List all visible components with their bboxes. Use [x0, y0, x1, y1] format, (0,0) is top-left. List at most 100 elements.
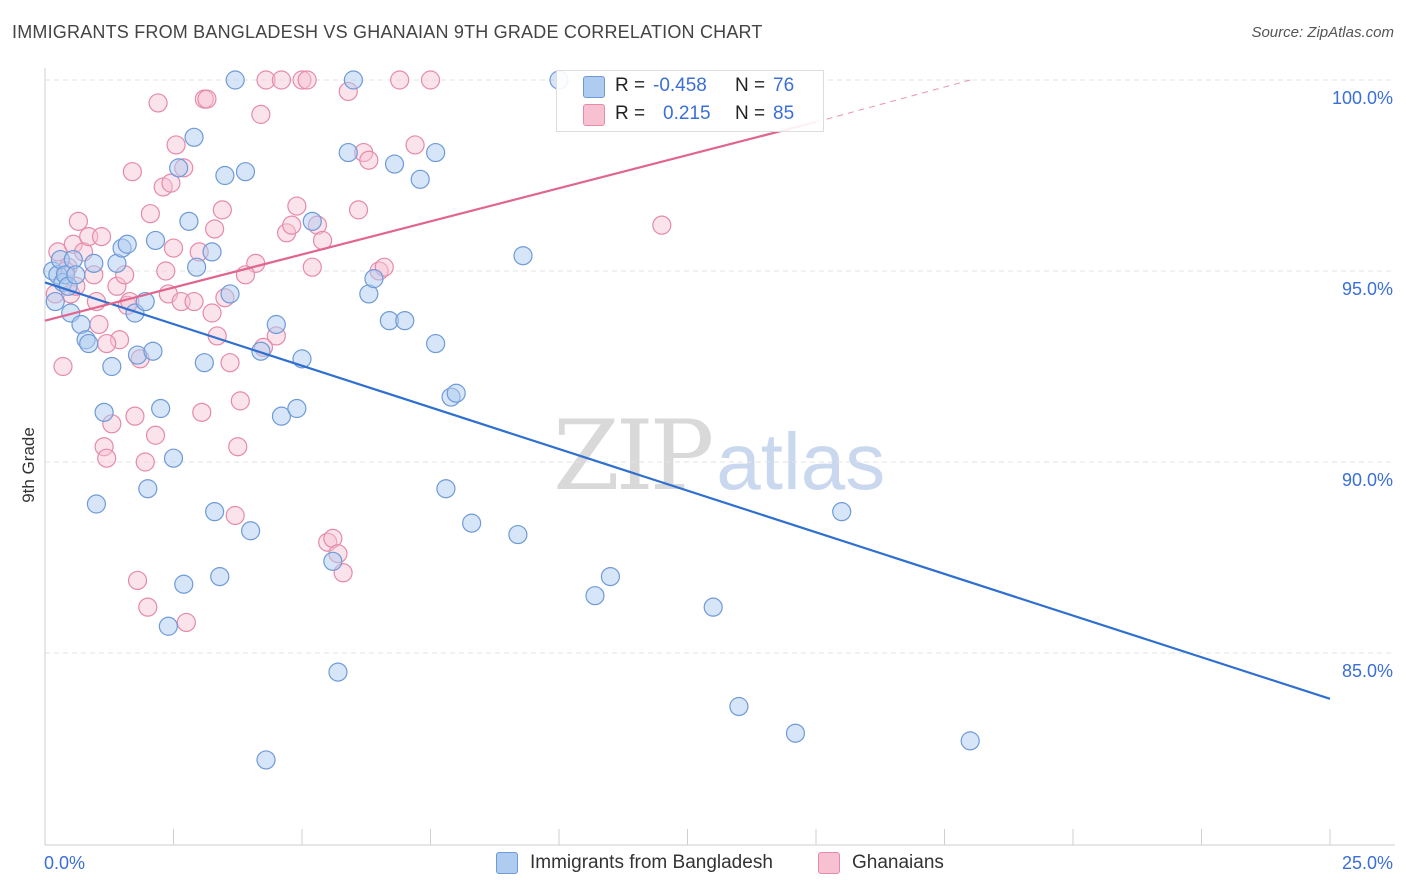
ghanaians-point: [256, 70, 276, 90]
ghanaians-point: [138, 597, 158, 617]
ghanaians-point: [420, 70, 441, 90]
x-tick-label-min: 0.0%: [44, 853, 85, 873]
legend-n-label-1: N =: [735, 75, 766, 96]
bangladesh-point: [79, 333, 99, 354]
ghanaians-point: [359, 150, 379, 170]
ghanaians-point: [282, 215, 302, 235]
bangladesh-point: [117, 234, 137, 254]
axes: [44, 68, 1395, 846]
ghanaians-point: [166, 135, 186, 155]
legend-r-label-1: R =: [615, 75, 646, 96]
bangladesh-swatch: [496, 852, 518, 874]
bangladesh-point: [508, 524, 528, 545]
bangladesh-point: [323, 551, 343, 571]
bangladesh-point: [220, 284, 240, 304]
bangladesh-point: [462, 513, 482, 533]
bangladesh-point: [163, 448, 184, 468]
bangladesh-point: [585, 586, 605, 606]
y-axis-label: 9th Grade: [19, 427, 38, 503]
bangladesh-point: [271, 406, 292, 426]
bangladesh-point: [513, 246, 533, 266]
ghanaians-point: [405, 135, 425, 155]
bangladesh-point: [158, 616, 178, 636]
bangladesh-trend-line: [44, 281, 1331, 700]
ghanaians-point: [109, 330, 130, 350]
ghanaians-point: [302, 257, 322, 277]
bangladesh-point: [600, 566, 621, 587]
source-credit: Source: ZipAtlas.com: [1251, 24, 1394, 41]
y-tick-label: 100.0%: [1332, 88, 1393, 108]
ghanaians-point: [323, 528, 343, 549]
ghanaians-point: [91, 227, 112, 247]
ghanaians-point: [68, 211, 89, 231]
ghanaians-point: [176, 612, 196, 633]
bangladesh-point: [169, 158, 189, 178]
ghanaians-label: Ghanaians: [852, 852, 944, 873]
bangladesh-point: [194, 353, 214, 373]
ghanaians-trend-extension: [815, 79, 971, 123]
ghanaians-point: [297, 70, 317, 90]
legend-n-label-2: N =: [735, 103, 766, 124]
ghanaians-point: [156, 261, 176, 281]
ghanaians-point: [652, 215, 672, 235]
ghanaians-point: [161, 173, 181, 193]
bangladesh-label: Immigrants from Bangladesh: [530, 852, 773, 873]
ghanaians-point: [125, 406, 145, 426]
bangladesh-point: [215, 165, 235, 186]
bangladesh-point: [225, 70, 245, 90]
ghanaians-point: [212, 200, 232, 220]
ghanaians-point: [53, 356, 73, 377]
ghanaians-point: [251, 104, 271, 124]
ghanaians-point: [230, 391, 250, 411]
bangladesh-point: [703, 597, 723, 617]
bangladesh-point: [86, 494, 107, 514]
ghanaians-point: [390, 70, 410, 90]
trend-lines: [44, 79, 1331, 700]
ghanaians-point: [225, 505, 245, 526]
bangladesh-point: [202, 242, 222, 262]
series-legend-bangladesh: Immigrants from Bangladesh: [496, 852, 773, 874]
ghanaians-point: [205, 219, 225, 239]
ghanaians-point: [140, 204, 160, 224]
ghanaians-point: [287, 196, 307, 216]
bangladesh-point: [446, 383, 466, 403]
ghanaians-point: [184, 291, 204, 312]
bangladesh-point: [328, 662, 348, 682]
bangladesh-point: [143, 341, 163, 361]
bangladesh-point: [179, 211, 199, 231]
ghanaians-point: [107, 276, 127, 296]
bangladesh-point: [256, 750, 276, 770]
bangladesh-point: [205, 502, 225, 522]
legend-n-value-2: 85: [773, 103, 795, 124]
bangladesh-point: [395, 311, 415, 331]
bangladesh-point: [302, 211, 322, 231]
tick-labels: 85.0% 90.0% 95.0% 100.0% 0.0% 25.0% 9th Grade: [19, 88, 1393, 873]
ghanaians-point: [292, 70, 312, 90]
bangladesh-point: [187, 257, 207, 277]
bangladesh-point: [210, 566, 230, 587]
bangladesh-point: [235, 162, 256, 182]
legend-n-value-1: 76: [773, 75, 795, 96]
ghanaians-swatch: [818, 852, 840, 874]
bangladesh-point: [251, 341, 271, 361]
bangladesh-point: [338, 142, 358, 163]
ghanaians-point: [145, 425, 166, 445]
y-tick-label: 90.0%: [1342, 470, 1393, 490]
series-legend-ghanaians: Ghanaians: [818, 852, 944, 874]
legend-r-value-2: 0.215: [663, 103, 711, 124]
bangladesh-points: [43, 70, 980, 770]
ghanaians-point: [97, 448, 117, 468]
bangladesh-point: [84, 253, 104, 273]
ghanaians-point: [163, 238, 184, 258]
ghanaians-point: [202, 303, 222, 323]
ghanaians-point: [348, 200, 369, 220]
bangladesh-point: [426, 333, 446, 354]
ghanaians-point: [148, 93, 168, 113]
bangladesh-point: [364, 269, 384, 289]
ghanaians-point: [97, 333, 117, 354]
bangladesh-point: [45, 291, 65, 312]
ghanaians-point: [89, 314, 109, 335]
ghanaians-point: [94, 437, 114, 457]
ghanaians-point: [228, 437, 248, 457]
